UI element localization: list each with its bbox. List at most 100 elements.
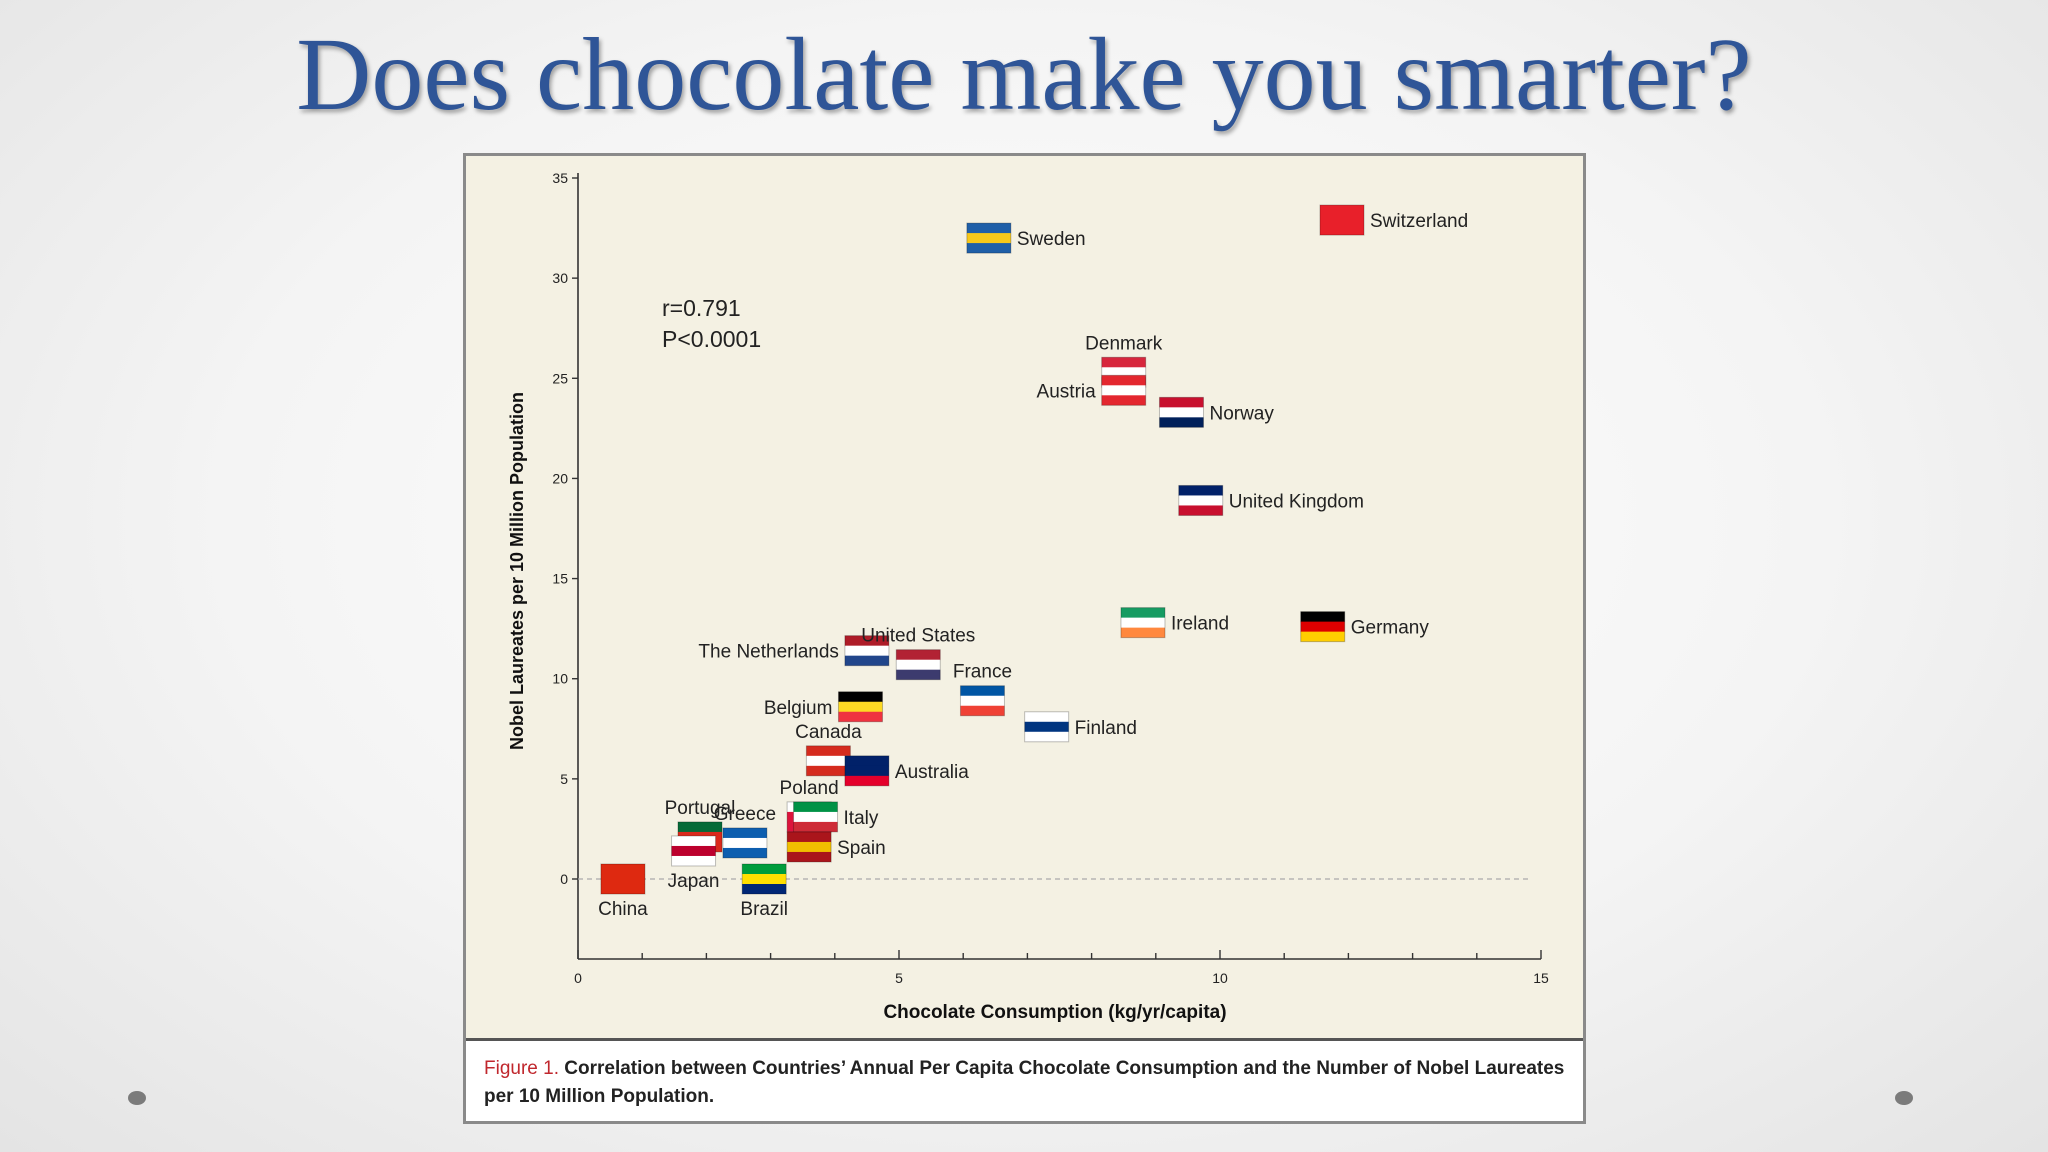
flag-band-middle xyxy=(1120,617,1165,629)
flag-band-bottom xyxy=(844,655,889,666)
flag-border xyxy=(1101,374,1147,406)
slide-title: Does chocolate make you smarter? xyxy=(296,17,1752,132)
point-label: Ireland xyxy=(1171,614,1229,635)
annotation-r: r=0.791 xyxy=(662,295,741,321)
point-united-kingdom: United Kingdom xyxy=(1178,484,1364,516)
flag-band-middle xyxy=(896,659,941,671)
point-italy: Italy xyxy=(793,801,879,833)
flag-border xyxy=(671,835,717,867)
flag-band-bottom xyxy=(1120,627,1165,638)
flag-band-top xyxy=(600,864,645,875)
flag-band-middle xyxy=(1300,621,1345,633)
flag-band-middle xyxy=(1101,367,1146,378)
flag-band-top xyxy=(1319,205,1364,216)
flag-band-middle xyxy=(1319,215,1364,226)
x-tick-label: 5 xyxy=(895,970,903,986)
point-label: Germany xyxy=(1351,618,1430,639)
chart-figure: 0 5 10 15 20 25 30 35 0 5 10 15 Switzerland Sweden De… xyxy=(463,153,1586,1124)
point-australia: Australia xyxy=(844,755,969,787)
point-united-states: United States xyxy=(861,626,975,681)
flag-band-top xyxy=(787,831,832,843)
point-label: Denmark xyxy=(1085,333,1163,354)
flag-band-bottom xyxy=(787,851,832,862)
y-tick-label: 35 xyxy=(552,170,568,186)
figure-label: Figure 1. xyxy=(484,1058,559,1079)
flag-band-bottom xyxy=(1159,417,1204,428)
point-label: Canada xyxy=(795,722,862,743)
point-label: Italy xyxy=(844,808,879,829)
flag-band-top xyxy=(1120,607,1165,619)
flag-band-bottom xyxy=(806,765,851,776)
point-label: Brazil xyxy=(740,899,788,920)
flag-band-bottom xyxy=(600,884,645,894)
point-label: Poland xyxy=(780,778,839,799)
point-label: Greece xyxy=(714,804,776,825)
point-the-netherlands: The Netherlands xyxy=(698,635,890,667)
flag-border xyxy=(895,649,941,681)
point-france: France xyxy=(953,662,1012,717)
point-label: Switzerland xyxy=(1370,211,1468,232)
flag-band-bottom xyxy=(838,711,883,722)
point-label: Belgium xyxy=(764,698,833,719)
point-germany: Germany xyxy=(1300,611,1430,643)
flag-band-bottom xyxy=(1024,731,1069,742)
flag-band-middle xyxy=(838,701,883,713)
flag-band-bottom xyxy=(1178,505,1223,516)
flag-band-top xyxy=(742,864,787,875)
point-spain: Spain xyxy=(786,831,886,863)
flag-border xyxy=(786,831,832,863)
point-greece: Greece xyxy=(714,804,776,859)
flag-border xyxy=(1178,484,1224,516)
flag-border xyxy=(844,755,890,787)
flag-border xyxy=(741,863,787,895)
flag-border xyxy=(959,685,1005,717)
flag-band-top xyxy=(722,827,767,839)
flag-band-top xyxy=(966,223,1011,234)
next-slide-dot[interactable] xyxy=(1895,1091,1913,1105)
caption-text: Correlation between Countries’ Annual Pe… xyxy=(484,1058,1565,1107)
flag-border xyxy=(966,222,1012,254)
flag-band-bottom xyxy=(742,884,787,894)
flag-band-top xyxy=(844,755,889,767)
point-finland: Finland xyxy=(1024,711,1137,743)
flag-band-middle xyxy=(806,755,851,767)
point-japan: Japan xyxy=(668,835,719,892)
point-label: France xyxy=(953,662,1012,683)
flag-band-bottom xyxy=(1101,395,1146,406)
point-label: United Kingdom xyxy=(1229,491,1364,512)
x-tick-label: 10 xyxy=(1212,970,1228,986)
flag-band-top xyxy=(677,821,722,833)
flag-band-middle xyxy=(722,837,767,849)
point-ireland: Ireland xyxy=(1120,607,1229,639)
flag-band-top xyxy=(896,649,941,661)
point-label: Spain xyxy=(837,838,886,859)
flag-band-bottom xyxy=(966,243,1011,254)
flag-border xyxy=(1300,611,1346,643)
flag-band-middle xyxy=(1024,721,1069,733)
point-label: Finland xyxy=(1075,718,1137,739)
flag-band-middle xyxy=(844,765,889,777)
point-austria: Austria xyxy=(1037,374,1147,406)
point-sweden: Sweden xyxy=(966,222,1086,254)
flag-band-top xyxy=(1101,375,1146,386)
prev-slide-dot[interactable] xyxy=(128,1091,146,1105)
point-brazil: Brazil xyxy=(740,863,788,920)
point-label: Portugal xyxy=(665,798,736,819)
point-china: China xyxy=(598,863,648,920)
flag-band-top xyxy=(671,835,716,847)
y-tick-label: 10 xyxy=(552,671,568,687)
y-tick-label: 25 xyxy=(552,370,568,386)
point-norway: Norway xyxy=(1158,396,1274,428)
flag-border xyxy=(1024,711,1070,743)
flag-band-top xyxy=(1300,611,1345,623)
flag-band-bottom xyxy=(960,705,1005,716)
flag-border xyxy=(844,635,890,667)
point-label: United States xyxy=(861,626,975,647)
flag-band-top xyxy=(1178,485,1223,496)
flag-band-bottom xyxy=(896,669,941,680)
point-label: Australia xyxy=(895,762,969,783)
scatter-chart: 0 5 10 15 20 25 30 35 0 5 10 15 Switzerland Sweden De… xyxy=(507,170,1549,1023)
flag-band-top xyxy=(960,685,1005,697)
point-switzerland: Switzerland xyxy=(1319,204,1468,236)
flag-band-bottom xyxy=(844,775,889,786)
